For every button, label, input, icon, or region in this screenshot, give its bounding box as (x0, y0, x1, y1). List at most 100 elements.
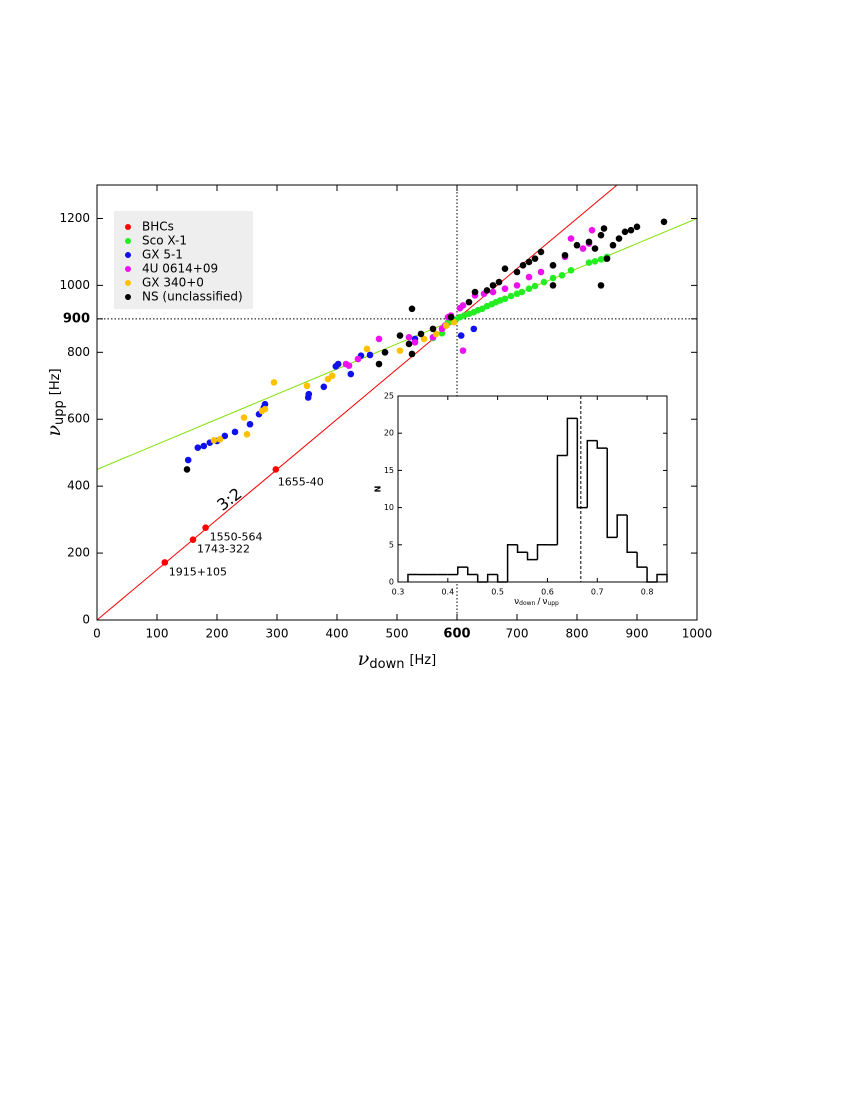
axis-label-part: down (369, 657, 404, 672)
data-point (303, 382, 311, 390)
data-point (459, 302, 467, 309)
x-tick-label: 700 (506, 627, 529, 641)
x-tick-label: 300 (266, 627, 289, 641)
point-label: 1655-40 (278, 475, 324, 488)
data-point (531, 255, 539, 262)
histogram-bin (516, 544, 528, 553)
x-tick-label: 0.8 (641, 588, 654, 597)
data-point (334, 360, 342, 368)
histogram-bin (457, 566, 468, 575)
legend-label: BHCs (142, 220, 174, 234)
legend-marker (125, 280, 131, 286)
data-point (405, 333, 413, 341)
axis-label-part: ν (542, 597, 547, 607)
data-point (366, 351, 374, 359)
histogram-bin (606, 448, 618, 539)
legend-label: GX 5-1 (142, 248, 183, 262)
data-point (375, 360, 383, 368)
data-point (579, 245, 587, 252)
data-point (194, 444, 202, 451)
data-point (525, 258, 533, 266)
y-tick-label: 0 (389, 578, 394, 587)
data-point (483, 287, 491, 294)
y-tick-label: 15 (384, 466, 394, 475)
data-point (450, 318, 458, 326)
data-point (540, 278, 548, 286)
data-point (597, 231, 605, 239)
data-point (411, 338, 419, 346)
data-point (420, 335, 428, 343)
y-tick-label: 900 (63, 311, 90, 326)
axis-label: νdown [Hz] (358, 648, 436, 672)
x-tick-label: 0 (93, 627, 101, 641)
histogram-bin (556, 454, 568, 545)
legend-label: Sco X-1 (142, 234, 187, 248)
y-tick-label: 800 (67, 345, 90, 359)
data-point (489, 288, 497, 296)
data-point (518, 288, 526, 296)
histogram-bin (586, 439, 598, 508)
histogram-bin (506, 544, 518, 582)
data-point (615, 235, 623, 242)
data-point (231, 428, 239, 436)
point-label: 1743-322 (197, 543, 250, 556)
axis-label: νupp [Hz] (43, 368, 67, 436)
x-tick-label: 900 (626, 627, 649, 641)
legend-marker (125, 224, 131, 230)
legend-label: NS (unclassified) (142, 290, 243, 304)
legend-marker (125, 238, 131, 244)
data-point (597, 282, 605, 289)
data-point (471, 288, 479, 296)
histogram-bin (636, 552, 648, 568)
data-point (513, 282, 521, 289)
data-point (442, 322, 450, 329)
data-point (347, 370, 355, 378)
data-point (432, 330, 440, 338)
x-tick-label: 100 (146, 627, 169, 641)
histogram-bin (566, 417, 578, 456)
point-label: 1550-564 (210, 531, 263, 544)
data-point (408, 350, 416, 358)
data-point (627, 226, 635, 234)
data-point (525, 273, 533, 281)
axis-label-part: ν (43, 425, 65, 437)
x-tick-label: 400 (326, 627, 349, 641)
data-point (465, 298, 473, 306)
data-point (184, 456, 192, 464)
data-point (603, 255, 611, 262)
data-point (660, 218, 668, 226)
data-point (381, 349, 389, 356)
data-point (470, 325, 478, 333)
data-point (161, 559, 169, 566)
y-tick-label: 25 (384, 392, 394, 401)
data-point (375, 335, 383, 343)
legend-marker (125, 294, 131, 300)
histogram-bin (596, 440, 608, 449)
legend-marker (125, 252, 131, 258)
data-point (261, 400, 269, 408)
point-label: 1915+105 (169, 565, 227, 578)
fit-line (97, 185, 618, 620)
data-point (246, 420, 254, 428)
axis-label-part: upp (547, 600, 559, 607)
data-point (513, 268, 521, 276)
data-point (345, 362, 353, 369)
ratio-annotation: 3:2 (213, 484, 245, 515)
data-point (573, 241, 581, 249)
data-point (531, 282, 539, 290)
inset-frame (397, 395, 668, 583)
legend-label: 4U 0614+09 (142, 262, 218, 276)
data-point (305, 390, 313, 398)
data-point (588, 226, 596, 234)
data-point (189, 536, 197, 543)
inset-background (398, 396, 667, 582)
data-point (585, 238, 593, 246)
histogram-bin (536, 544, 548, 560)
histogram-bin (526, 552, 538, 561)
x-tick-label: 800 (566, 627, 589, 641)
data-point (270, 379, 278, 386)
data-point (501, 265, 509, 272)
data-point (591, 257, 599, 265)
histogram-bin (626, 515, 638, 553)
